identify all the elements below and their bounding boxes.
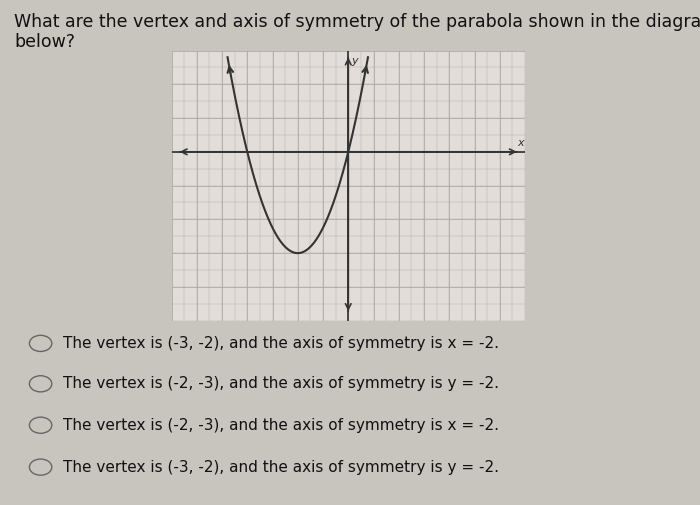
Text: y: y bbox=[351, 56, 358, 66]
Text: The vertex is (-2, -3), and the axis of symmetry is x = -2.: The vertex is (-2, -3), and the axis of … bbox=[63, 418, 499, 433]
Text: The vertex is (-3, -2), and the axis of symmetry is x = -2.: The vertex is (-3, -2), and the axis of … bbox=[63, 336, 499, 351]
Text: The vertex is (-3, -2), and the axis of symmetry is y = -2.: The vertex is (-3, -2), and the axis of … bbox=[63, 460, 499, 475]
Text: x: x bbox=[517, 138, 524, 148]
Text: What are the vertex and axis of symmetry of the parabola shown in the diagram: What are the vertex and axis of symmetry… bbox=[14, 13, 700, 31]
Text: The vertex is (-2, -3), and the axis of symmetry is y = -2.: The vertex is (-2, -3), and the axis of … bbox=[63, 376, 499, 391]
Text: below?: below? bbox=[14, 33, 75, 51]
